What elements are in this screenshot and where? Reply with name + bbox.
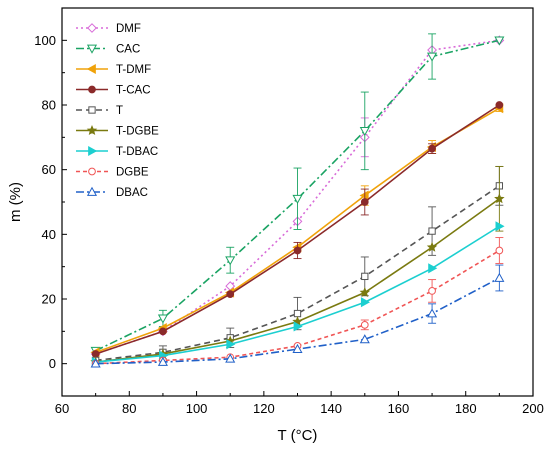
legend-label: DMF: [116, 23, 141, 35]
data-point: [90, 358, 101, 368]
legend-marker: [88, 145, 98, 157]
legend-marker: [86, 44, 98, 54]
x-tick-label: 140: [320, 401, 342, 416]
legend-item-cac: CAC: [76, 44, 140, 56]
x-tick-label: 120: [253, 401, 275, 416]
data-point: [361, 272, 369, 281]
data-point: [159, 327, 167, 336]
data-point: [428, 287, 436, 295]
data-point: [494, 36, 505, 46]
data-point: [226, 339, 236, 350]
data-point: [292, 343, 303, 353]
data-point: [495, 246, 504, 255]
data-point: [360, 321, 369, 329]
y-tick-label: 60: [42, 162, 56, 177]
series-layer: [90, 33, 505, 368]
legend-label: T-DGBE: [116, 126, 159, 138]
data-point: [292, 194, 303, 204]
series-t-dbac: [91, 221, 505, 368]
data-point: [226, 290, 235, 299]
series-cac: [90, 33, 505, 356]
y-axis-title: m (%): [7, 182, 24, 222]
data-point: [157, 356, 168, 366]
legend-item-dbac: DBAC: [76, 186, 148, 199]
data-point: [494, 272, 505, 282]
data-point: [495, 221, 505, 232]
y-tick-label: 0: [49, 356, 56, 371]
legend-label: T-CAC: [116, 85, 151, 97]
x-tick-label: 100: [186, 401, 208, 416]
data-point: [427, 52, 438, 62]
legend-label: CAC: [116, 44, 140, 56]
legend: DMF CAC T-DMF T-CAC T T-DGBE T-DBAC DGBE DBAC: [76, 23, 159, 199]
legend-label: DGBE: [116, 167, 149, 179]
x-tick-label: 160: [388, 401, 410, 416]
data-point: [91, 350, 100, 358]
y-tick-label: 40: [42, 227, 56, 242]
legend-label: T: [116, 105, 123, 117]
data-point: [359, 334, 370, 344]
legend-label: DBAC: [116, 187, 148, 199]
y-tick-label: 20: [42, 292, 56, 307]
data-point: [157, 314, 168, 324]
legend-label: T-DBAC: [116, 146, 158, 158]
data-point: [225, 353, 236, 363]
x-tick-label: 180: [455, 401, 477, 416]
y-tick-label: 100: [34, 33, 56, 48]
data-point: [293, 321, 303, 332]
legend-marker: [86, 63, 96, 75]
data-point: [360, 198, 369, 206]
legend-marker: [86, 124, 98, 135]
data-point: [427, 308, 438, 318]
legend-item-t-dmf: T-DMF: [76, 63, 151, 76]
x-tick-label: 60: [55, 401, 69, 416]
data-point: [359, 127, 370, 137]
legend-item-t-cac: T-CAC: [76, 85, 151, 97]
legend-item-dgbe: DGBE: [76, 167, 149, 179]
legend-marker: [86, 186, 98, 196]
series-dbac: [90, 264, 505, 368]
x-axis-title: T (°C): [278, 427, 318, 444]
x-tick-label: 200: [522, 401, 544, 416]
data-point: [494, 193, 505, 204]
y-tick-label: 80: [42, 98, 56, 113]
legend-label: T-DMF: [116, 64, 151, 76]
x-tick-label: 80: [122, 401, 136, 416]
legend-item-dmf: DMF: [76, 23, 141, 35]
data-point: [293, 246, 302, 255]
legend-item-t: T: [76, 105, 123, 117]
axes: 60 80 100 120 140 160 180 200 0 20 40 60 80 100: [34, 7, 544, 416]
legend-marker: [87, 23, 97, 33]
data-point: [428, 263, 438, 274]
legend-marker: [88, 167, 96, 176]
data-point: [225, 256, 236, 266]
data-point: [359, 287, 371, 297]
legend-item-t-dbac: T-DBAC: [76, 145, 158, 158]
data-point: [428, 144, 436, 153]
legend-marker: [88, 85, 96, 94]
legend-item-t-dgbe: T-DGBE: [76, 124, 159, 138]
data-point: [360, 297, 371, 308]
legend-marker: [88, 106, 96, 114]
data-point: [495, 101, 504, 109]
data-point: [293, 309, 302, 318]
data-point: [428, 227, 436, 235]
data-point: [426, 241, 438, 252]
series-t-cac: [91, 101, 504, 358]
